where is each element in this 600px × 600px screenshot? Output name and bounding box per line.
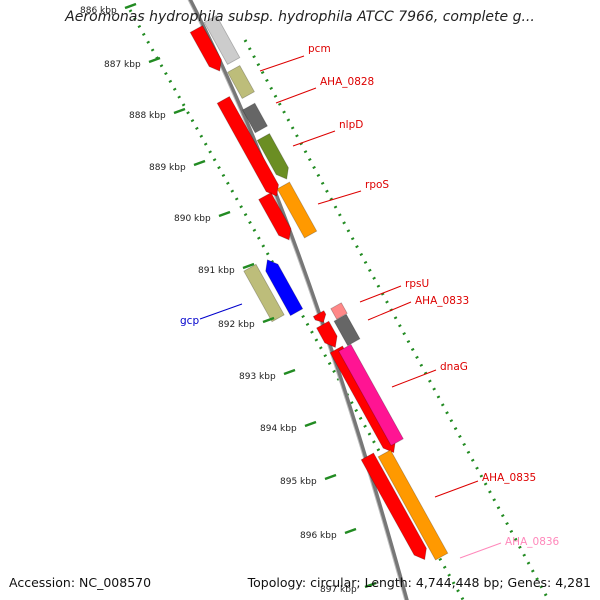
scale-major-tick [283,368,296,376]
gene-red-4[interactable] [316,320,338,348]
callout-line [292,130,336,147]
gene-label[interactable]: AHA_0833 [415,295,469,307]
gene-blue-1[interactable] [265,259,304,317]
gene-label[interactable]: rpoS [365,179,389,191]
gene-label[interactable]: pcm [308,43,331,55]
callout-line [359,285,402,303]
scale-major-tick [242,262,255,270]
gene-khaki-1[interactable] [227,64,255,100]
scale-tick-label: 896 kbp [300,531,337,541]
scale-tick-label: 890 kbp [174,214,211,224]
scale-major-tick [262,316,275,324]
label-callouts: pcm AHA_0828 nlpD rpoS rpsU AHA_0833 dnaG AHA_0… [180,43,560,559]
scale-tick-label: 897 kbp [320,585,357,595]
gene-red-2[interactable] [216,95,279,197]
gene-label[interactable]: AHA_0836 [505,536,560,548]
gene-red-5[interactable] [329,345,396,454]
scale-ticks: 886 kbp 887 kbp 888 kbp 889 kbp 890 kbp 891 k… [80,2,377,595]
scale-major-tick [148,56,161,64]
scale-major-tick [344,527,357,535]
gene-red-3[interactable] [258,192,292,241]
callout-line [275,87,317,104]
scale-major-tick [304,420,317,428]
feature-track [189,15,449,561]
gene-orange-2[interactable] [377,449,449,561]
gene-khaki-2[interactable] [243,263,285,323]
genome-summary-text: Topology: circular; Length: 4,744,448 bp… [247,575,591,590]
accession-text: Accession: NC_008570 [9,575,152,590]
scale-tick-label: 887 kbp [104,60,141,70]
scale-tick-label: 893 kbp [239,372,276,382]
scale-tick-label: 892 kbp [218,320,255,330]
gene-red-6[interactable] [360,452,427,561]
scale-major-tick [173,107,186,115]
callout-line [259,55,305,72]
scale-tick-label: 889 kbp [149,163,186,173]
gene-lightpink-1[interactable] [330,302,348,320]
callout-line [434,480,479,498]
scale-tick-label: 886 kbp [80,6,117,16]
gene-label[interactable]: nlpD [339,119,363,131]
gene-pink-1[interactable] [338,343,404,447]
gene-red-small[interactable] [312,310,327,323]
scale-tick-label: 894 kbp [260,424,297,434]
scale-tick-label: 895 kbp [280,477,317,487]
callout-line [317,190,362,205]
scale-dotted-line-outer [243,39,551,600]
gene-label[interactable]: AHA_0828 [320,76,374,88]
callout-line [199,303,243,320]
gene-label[interactable]: rpsU [405,278,429,290]
scale-major-tick [364,581,377,589]
scale-tick-label: 891 kbp [198,266,235,276]
gene-label[interactable]: gcp [180,315,199,327]
scale-major-tick [193,159,206,167]
gene-olive-1[interactable] [256,133,289,180]
gene-red-1[interactable] [189,25,222,72]
callout-line [459,542,502,559]
scale-major-tick [124,2,137,10]
callout-line [367,301,412,321]
gene-gray-1[interactable] [203,15,241,65]
gene-orange-1[interactable] [276,181,318,239]
map-title: Aeromonas hydrophila subsp. hydrophila A… [65,9,535,25]
callout-line [391,369,437,388]
scale-major-tick [324,473,337,481]
scale-tick-label: 888 kbp [129,111,166,121]
scale-major-tick [218,210,231,218]
gene-label[interactable]: AHA_0835 [482,472,536,484]
gene-dark-2[interactable] [333,313,361,347]
gene-label[interactable]: dnaG [440,361,468,373]
gene-dark-1[interactable] [242,102,268,134]
